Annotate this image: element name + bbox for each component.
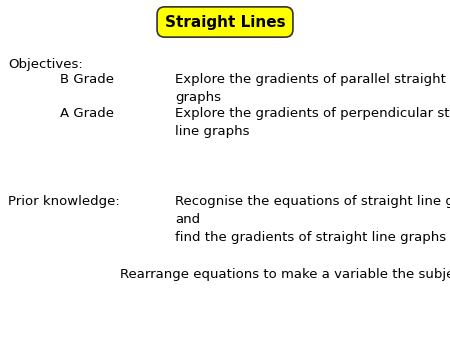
Text: Recognise the equations of straight line graphs
and
find the gradients of straig: Recognise the equations of straight line… [175, 195, 450, 244]
Text: B Grade: B Grade [60, 73, 114, 86]
Text: Explore the gradients of perpendicular straight
line graphs: Explore the gradients of perpendicular s… [175, 107, 450, 138]
Text: Objectives:: Objectives: [8, 58, 83, 71]
Text: A Grade: A Grade [60, 107, 114, 120]
Text: Prior knowledge:: Prior knowledge: [8, 195, 120, 208]
Text: Explore the gradients of parallel straight line
graphs: Explore the gradients of parallel straig… [175, 73, 450, 104]
Text: Rearrange equations to make a variable the subject: Rearrange equations to make a variable t… [120, 268, 450, 281]
Text: Straight Lines: Straight Lines [165, 15, 285, 29]
